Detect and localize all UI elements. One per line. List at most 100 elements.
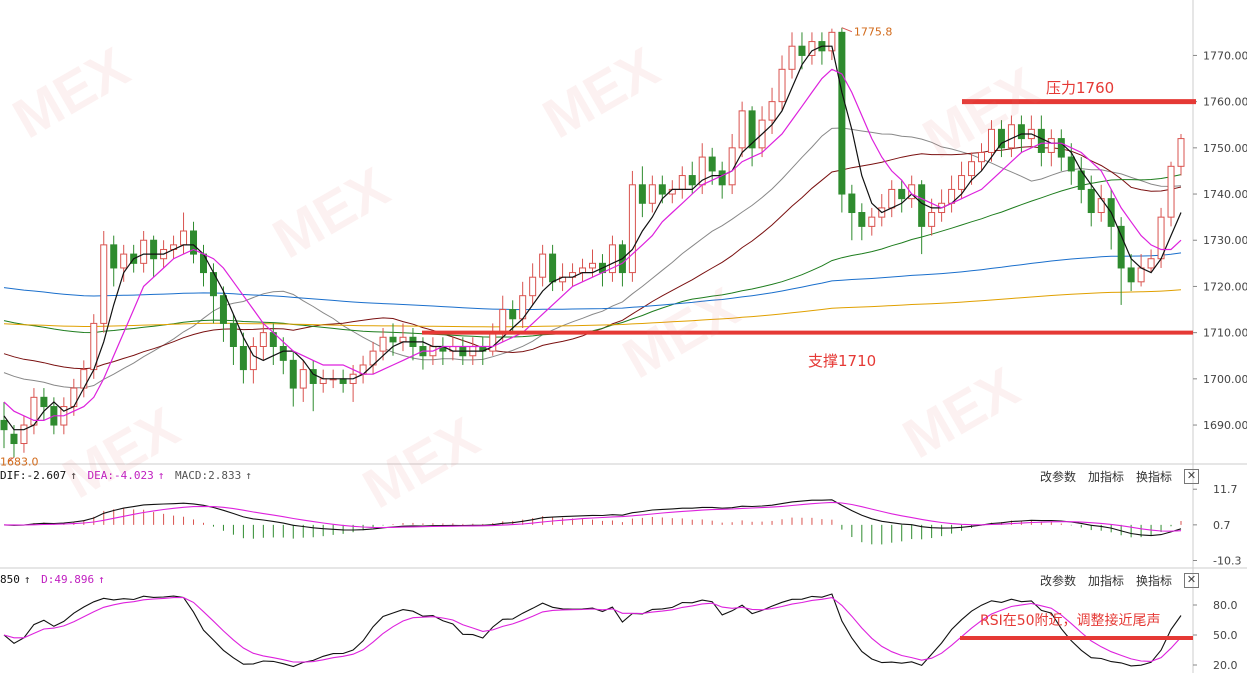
candle-body (888, 188, 896, 209)
kd-k-line (3, 593, 1182, 668)
candle-body (1017, 124, 1025, 140)
candle-body (40, 396, 48, 408)
macd-dea-label: DEA:-4.023 (87, 469, 154, 482)
candle-body (987, 128, 995, 153)
y-tick-label: 1690.00 (1203, 419, 1247, 432)
candle-body (589, 262, 596, 269)
kd-change-params-button[interactable]: 改参数 (1039, 574, 1076, 588)
kd-y-tick-label: 50.0 (1213, 629, 1238, 642)
y-tick-label: 1730.00 (1203, 234, 1247, 247)
candle-body (399, 336, 407, 343)
candle-body (379, 336, 387, 352)
candle-body (928, 212, 936, 227)
candle-body (180, 230, 188, 246)
candle-body (868, 216, 876, 227)
candle-body (539, 253, 547, 278)
candle-body (309, 369, 317, 384)
macd-y-tick-label: 11.7 (1213, 483, 1238, 496)
candle-body (120, 253, 128, 269)
candle-body (579, 267, 587, 274)
kd-close-icon[interactable]: ✕ (1184, 573, 1199, 588)
candle-body (1057, 138, 1065, 158)
kd-y-tick-label: 20.0 (1213, 659, 1238, 672)
rsi-note-label: RSI在50附近，调整接近尾声 (980, 613, 1161, 629)
macd-dif-arrow: ↑ (70, 469, 77, 482)
candle-body (718, 170, 726, 186)
candle-body (798, 45, 806, 56)
kd-k-label: 850 (0, 573, 20, 586)
resistance-label: 压力1760 (1046, 79, 1115, 97)
macd-y-tick-label: 0.7 (1213, 519, 1231, 532)
y-tick-label: 1720.00 (1203, 280, 1247, 293)
macd-dif-label: DIF:-2.607 (0, 469, 67, 482)
kd-controls: 改参数 加指标 换指标 ✕ (1040, 572, 1199, 589)
kd-add-indicator-button[interactable]: 加指标 (1087, 574, 1124, 588)
y-tick-label: 1770.00 (1203, 49, 1247, 62)
macd-switch-indicator-button[interactable]: 换指标 (1135, 470, 1172, 484)
candle-body (978, 151, 986, 163)
candle-body (249, 346, 257, 371)
candle-body (918, 184, 926, 227)
macd-dea-line (4, 501, 1182, 532)
candle-body (259, 332, 267, 348)
candle-body (1037, 128, 1045, 153)
candle-body (1127, 267, 1135, 283)
candle-body (1087, 188, 1095, 214)
ma-line-ma120 (3, 252, 1182, 311)
candle-body (289, 359, 297, 389)
candle-body (549, 253, 557, 283)
ma-line-ma10 (3, 68, 1182, 421)
candle-body (958, 175, 966, 190)
candle-body (1137, 267, 1145, 283)
high-marker-line (841, 27, 853, 33)
y-tick-label: 1710.00 (1203, 327, 1247, 340)
candle-body (648, 184, 656, 204)
candle-body (20, 424, 28, 445)
candle-body (1167, 165, 1175, 218)
candle-body (638, 184, 646, 204)
candle-body (499, 309, 507, 334)
candle-body (10, 433, 18, 445)
candle-body (1067, 156, 1075, 172)
candle-body (658, 184, 666, 195)
support-label: 支撑1710 (808, 352, 877, 370)
candle-body (708, 156, 716, 172)
low-marker-line (7, 456, 15, 462)
candle-body (808, 41, 816, 56)
macd-change-params-button[interactable]: 改参数 (1039, 470, 1076, 484)
ma-line-ma5 (3, 45, 1182, 431)
macd-dea-arrow: ↑ (157, 469, 165, 482)
ma-line-ma250 (3, 289, 1182, 328)
candle-body (778, 68, 786, 103)
candle-body (688, 175, 696, 186)
kd-switch-indicator-button[interactable]: 换指标 (1135, 574, 1172, 588)
kd-d-line (3, 597, 1182, 663)
candle-body (299, 369, 307, 389)
candle-body (190, 230, 198, 255)
kd-header: 850 ↑ D:49.896 ↑ (0, 573, 109, 586)
candle-body (1147, 258, 1155, 269)
candle-body (858, 212, 866, 227)
kd-d-arrow: ↑ (98, 573, 105, 586)
macd-y-tick-label: -10.3 (1213, 554, 1241, 567)
macd-close-icon[interactable]: ✕ (1184, 469, 1199, 484)
candle-body (100, 244, 108, 324)
candle-body (509, 309, 517, 320)
candle-body (748, 110, 756, 149)
candle-body (768, 101, 776, 121)
candle-body (838, 31, 846, 195)
candle-body (339, 378, 347, 384)
macd-add-indicator-button[interactable]: 加指标 (1087, 470, 1124, 484)
candle-body (0, 419, 8, 431)
candle-body (788, 45, 796, 70)
candle-body (219, 295, 227, 324)
candle-body (997, 128, 1005, 149)
y-tick-label: 1750.00 (1203, 142, 1247, 155)
candle-body (279, 346, 287, 361)
candle-body (1177, 138, 1185, 167)
candle-body (848, 193, 856, 214)
candle-body (529, 276, 537, 297)
candle-body (110, 244, 118, 269)
